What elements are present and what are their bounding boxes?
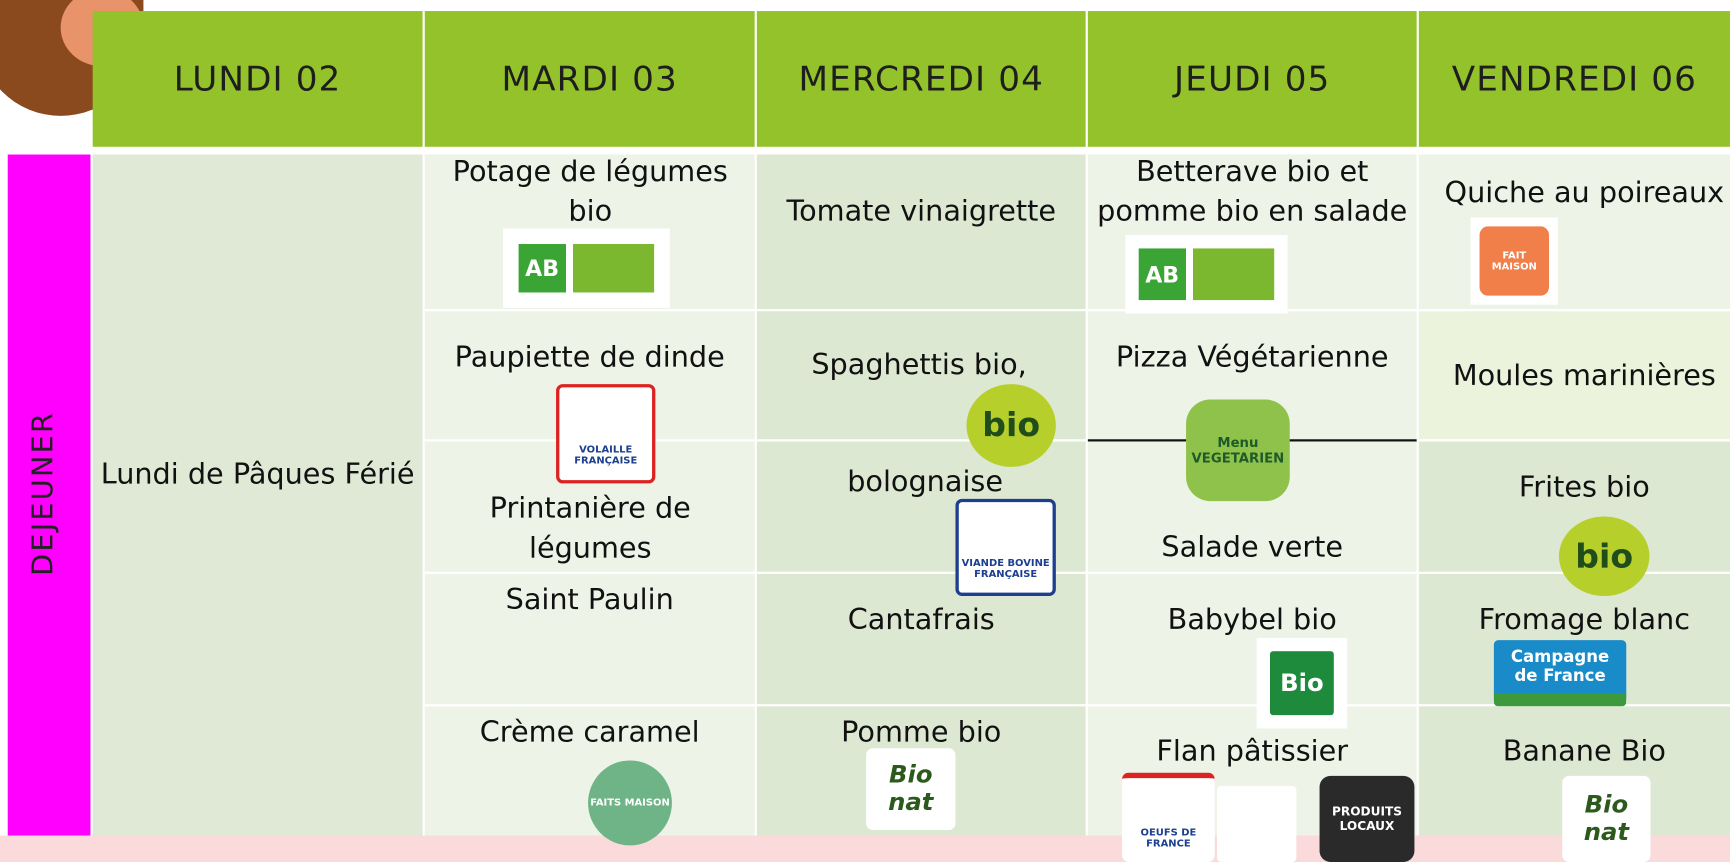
row-separator [424, 704, 1730, 707]
logo-volaille: VOLAILLE FRANÇAISE [556, 384, 656, 484]
dish: Pizza Végétarienne [1115, 341, 1389, 375]
holiday-text: Lundi de Pâques Férié [100, 458, 415, 492]
cell [1418, 441, 1730, 836]
dish: Pomme bio [841, 716, 1002, 750]
dish: Tomate vinaigrette [786, 195, 1057, 229]
dish: Flan pâtissier [1156, 735, 1349, 769]
dish: Paupiette de dinde [454, 341, 725, 375]
footer-strip [0, 835, 1730, 862]
meal-bar [7, 154, 91, 836]
dish: Betterave bio et pomme bio en salade [1097, 155, 1408, 229]
day-header: JEUDI 05 [1087, 11, 1417, 147]
dish: Fromage blanc [1478, 603, 1690, 637]
cell [756, 154, 1086, 836]
logo-bio-babybel: Bio [1269, 651, 1334, 716]
logo-fait-maison-box: FAIT MAISON [1470, 217, 1558, 305]
dish: Potage de légumes bio [452, 155, 728, 229]
row-separator [1418, 439, 1730, 442]
logo-bio-nat: Bio nat [1562, 775, 1651, 862]
dish: Babybel bio [1167, 603, 1337, 637]
day-header: LUNDI 02 [92, 11, 423, 147]
logo-campagne: Campagne de France [1493, 640, 1627, 707]
logo-bio: bio [966, 384, 1056, 467]
logo-ab: AB [503, 228, 670, 308]
dish: Banane Bio [1502, 735, 1666, 769]
row-separator [424, 439, 1086, 442]
day-header: MERCREDI 04 [756, 11, 1086, 147]
day-header: MARDI 03 [424, 11, 755, 147]
dish: Crème caramel [479, 716, 700, 750]
dish: Frites bio [1518, 471, 1650, 505]
day-header: VENDREDI 06 [1418, 11, 1730, 147]
dish: Quiche au poireaux [1444, 176, 1725, 210]
row-separator [424, 309, 1730, 312]
logo-faits-maison: FAITS MAISON [588, 760, 672, 846]
row-separator [424, 571, 1730, 574]
dish: bolognaise [847, 465, 1004, 499]
meal-label: DEJEUNER [27, 410, 61, 576]
dish: Printanière de légumes [489, 492, 691, 566]
dish: Salade verte [1161, 530, 1344, 564]
cell [92, 154, 423, 836]
logo-toque [1216, 785, 1297, 862]
logo-menu-vegetarien: Menu VEGETARIEN [1186, 399, 1290, 502]
logo-bio-nat: Bio nat [866, 748, 956, 830]
dish: Saint Paulin [505, 583, 674, 617]
logo-bio-box: Bio [1256, 637, 1348, 729]
dish: Moules marinières [1452, 359, 1716, 393]
logo-oeufs: OEUFS DE FRANCE [1122, 772, 1215, 862]
logo-ab: AB [1125, 235, 1288, 314]
logo-viande: VIANDE BOVINE FRANÇAISE [955, 498, 1056, 596]
dish: Cantafrais [847, 603, 995, 637]
logo-fait-maison: FAIT MAISON [1479, 226, 1550, 296]
cell [1418, 311, 1730, 441]
logo-produits-locaux: PRODUITS LOCAUX [1319, 775, 1415, 862]
dish: Spaghettis bio, [811, 348, 1027, 382]
logo-bio: bio [1558, 516, 1650, 596]
